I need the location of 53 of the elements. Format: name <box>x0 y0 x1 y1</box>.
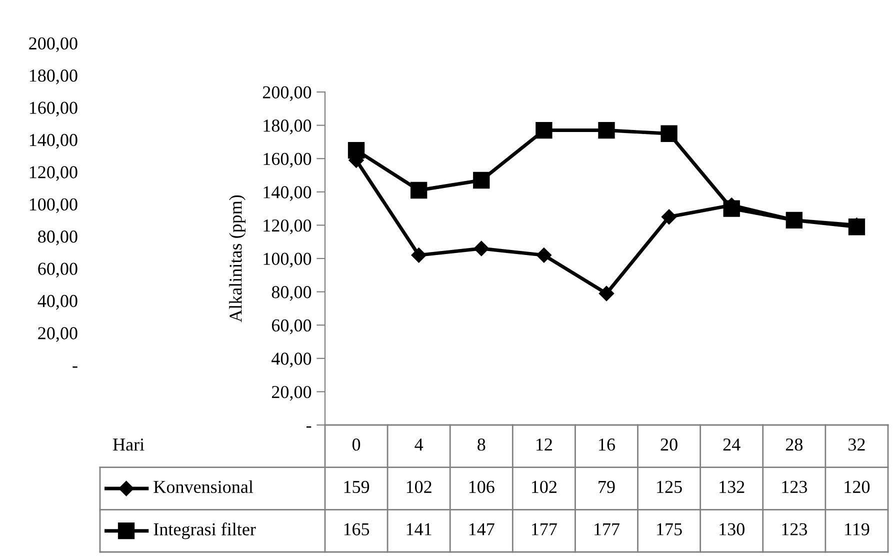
x-tick-label: 16 <box>599 438 615 451</box>
text: 200,00 <box>29 37 78 52</box>
y-tick-label: 80,00 <box>272 286 312 301</box>
y-tick-label: 60,00 <box>272 319 312 334</box>
y-tick-label: 40,00 <box>272 352 312 368</box>
text: 100,00 <box>30 198 78 214</box>
data-label: 165 <box>344 523 370 536</box>
text: 120,00 <box>30 166 78 181</box>
y-tick-label: 200,00 <box>262 86 312 102</box>
text: 80,00 <box>38 230 78 246</box>
data-label: 79 <box>598 480 615 494</box>
data-label: 123 <box>782 480 808 494</box>
legend-label: Integrasi filter <box>154 522 256 540</box>
text: - <box>72 366 78 368</box>
text: 60,00 <box>38 262 78 278</box>
text: 180,00 <box>30 70 78 84</box>
y-tick-label: 100,00 <box>264 252 312 268</box>
y-tick-label: 20,00 <box>272 386 312 401</box>
data-label: 177 <box>532 523 557 536</box>
text: 160,00 <box>30 102 78 117</box>
x-tick-label: 28 <box>786 438 803 451</box>
data-label: 175 <box>657 523 682 536</box>
x-tick-label: 8 <box>478 438 486 451</box>
data-label: 132 <box>720 480 744 494</box>
y-tick-label: - <box>306 426 312 428</box>
data-label: 177 <box>594 523 620 536</box>
data-label: 130 <box>720 523 744 536</box>
data-label: 102 <box>532 480 556 494</box>
data-label: 119 <box>845 523 870 536</box>
data-label: 141 <box>406 523 432 536</box>
text: 40,00 <box>38 294 78 310</box>
text: Hari <box>113 438 144 451</box>
x-tick-label: 20 <box>660 438 678 451</box>
x-tick-label: 24 <box>723 438 740 451</box>
legend-label: Konvensional <box>154 480 254 494</box>
x-tick-label: 4 <box>414 438 424 451</box>
data-label: 147 <box>469 523 494 536</box>
x-tick-label: 32 <box>848 438 865 451</box>
y-tick-label: 120,00 <box>264 219 312 234</box>
y-tick-label: 140,00 <box>264 186 312 201</box>
data-label: 125 <box>657 480 682 494</box>
x-tick-label: 12 <box>536 438 552 451</box>
y-axis-title: Alkalinitas (ppm) <box>229 195 246 322</box>
data-label: 123 <box>782 523 808 536</box>
text: 20,00 <box>38 327 78 342</box>
y-tick-label: 180,00 <box>264 120 312 134</box>
text: 140,00 <box>30 134 78 149</box>
data-label: 120 <box>844 480 870 494</box>
data-label: 159 <box>344 480 370 494</box>
x-tick-label: 0 <box>352 438 360 451</box>
data-label: 106 <box>469 480 494 494</box>
y-tick-label: 160,00 <box>264 152 312 168</box>
data-label: 102 <box>406 480 432 494</box>
